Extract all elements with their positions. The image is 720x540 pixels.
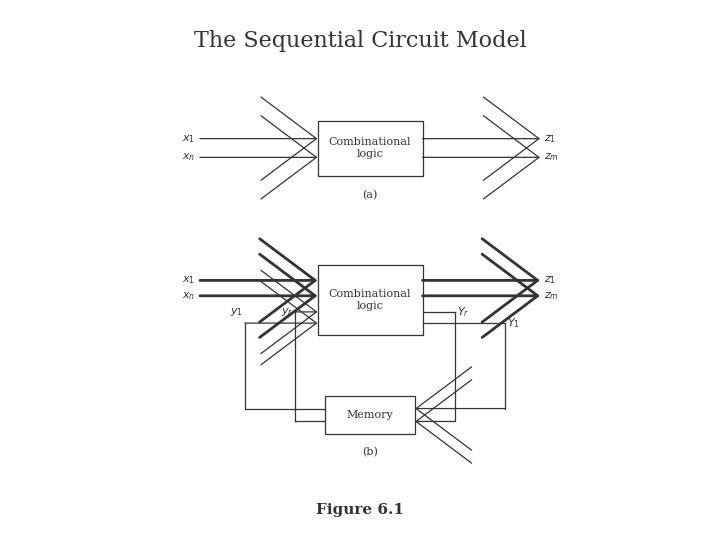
Text: Memory: Memory [346, 410, 393, 420]
Text: $x_1$: $x_1$ [182, 274, 195, 286]
Text: $z_1$: $z_1$ [544, 274, 556, 286]
Text: (a): (a) [362, 190, 378, 201]
Bar [318, 120, 423, 176]
Text: $x_n$: $x_n$ [181, 151, 195, 163]
Text: $x_n$: $x_n$ [181, 290, 195, 302]
Text: $z_1$: $z_1$ [544, 133, 556, 145]
Text: (b): (b) [362, 447, 378, 457]
Text: Figure 6.1: Figure 6.1 [316, 503, 404, 517]
Text: Combinational
logic: Combinational logic [329, 137, 411, 159]
Text: $Y_r$: $Y_r$ [457, 305, 469, 319]
Text: $z_m$: $z_m$ [544, 290, 559, 302]
Text: $x_1$: $x_1$ [182, 133, 195, 145]
Text: Combinational
logic: Combinational logic [329, 289, 411, 311]
Text: The Sequential Circuit Model: The Sequential Circuit Model [194, 30, 526, 52]
Text: $y_r$: $y_r$ [281, 306, 293, 318]
Text: $y_1$: $y_1$ [230, 306, 243, 318]
Bar [318, 265, 423, 335]
Text: $z_m$: $z_m$ [544, 151, 559, 163]
Bar [325, 396, 415, 434]
Text: $Y_1$: $Y_1$ [507, 316, 520, 330]
